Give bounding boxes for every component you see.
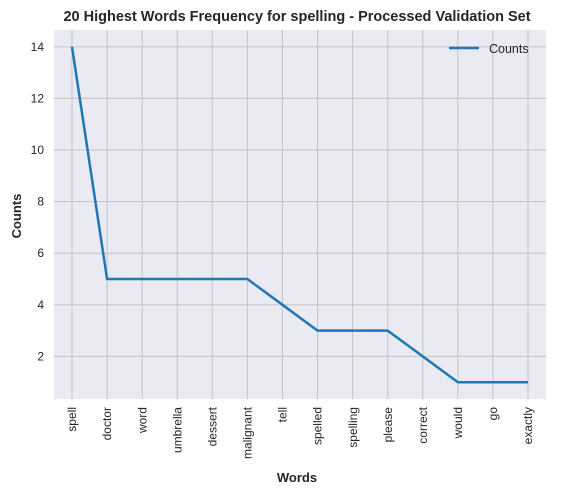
legend: Counts bbox=[449, 42, 529, 56]
x-axis-ticks: spell doctor word umbrella dessert malignant t… bbox=[65, 406, 535, 459]
x-tick-label: word bbox=[135, 407, 149, 434]
x-tick-label: umbrella bbox=[170, 407, 184, 453]
chart-title: 20 Highest Words Frequency for spelling … bbox=[63, 9, 530, 25]
y-tick-label: 6 bbox=[37, 246, 44, 260]
x-tick-label: please bbox=[381, 407, 395, 443]
x-tick-label: correct bbox=[416, 406, 430, 443]
series-line bbox=[70, 46, 528, 384]
x-tick-label: go bbox=[486, 407, 500, 421]
y-tick-label: 12 bbox=[31, 91, 45, 105]
x-tick-label: spelling bbox=[346, 407, 360, 448]
gridlines bbox=[54, 30, 546, 399]
x-tick-label: exactly bbox=[521, 407, 535, 444]
x-tick-label: spell bbox=[65, 407, 79, 432]
plot-area bbox=[54, 30, 546, 399]
y-axis-ticks: 2 4 6 8 10 12 14 bbox=[31, 40, 45, 364]
x-tick-label: doctor bbox=[100, 407, 114, 440]
x-tick-label: malignant bbox=[241, 406, 255, 459]
legend-label: Counts bbox=[489, 42, 529, 56]
x-tick-label: spelled bbox=[311, 407, 325, 445]
y-tick-label: 8 bbox=[37, 195, 44, 209]
x-axis-title: Words bbox=[277, 470, 317, 485]
y-tick-label: 10 bbox=[31, 143, 45, 157]
x-tick-label: would bbox=[451, 407, 465, 439]
x-tick-label: tell bbox=[276, 407, 290, 422]
y-tick-label: 4 bbox=[37, 298, 44, 312]
y-tick-label: 14 bbox=[31, 40, 45, 54]
x-tick-label: dessert bbox=[205, 406, 219, 446]
y-axis-title: Counts bbox=[9, 194, 24, 239]
y-tick-label: 2 bbox=[37, 349, 44, 363]
series-layer bbox=[70, 46, 528, 384]
